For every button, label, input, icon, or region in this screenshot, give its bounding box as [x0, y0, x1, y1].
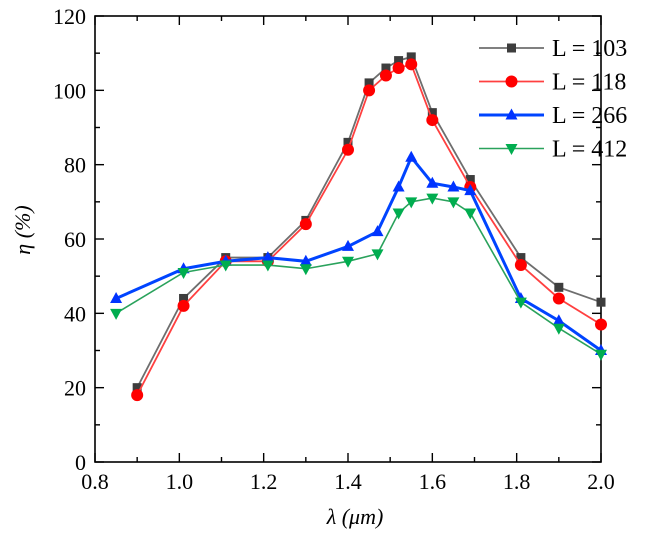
triangle-down-marker-icon: [299, 264, 312, 276]
square-marker-icon: [596, 297, 606, 307]
triangle-up-marker-icon: [447, 180, 460, 192]
y-axis-label: η (%): [10, 205, 35, 255]
legend-label: L = 118: [552, 70, 626, 96]
circle-marker-icon: [392, 62, 405, 75]
series-line: [136, 55, 602, 389]
y-tick-label: 40: [64, 301, 86, 326]
square-marker-icon: [381, 63, 391, 73]
circle-marker-icon: [405, 58, 418, 71]
series-line: [115, 197, 602, 355]
triangle-up-marker-icon: [505, 108, 518, 120]
tick-labels: 0.8 1.0 1.2 1.4 1.6 1.8 2.0 0 20 40 60 80 100 120: [53, 4, 615, 494]
series-L103: [132, 52, 606, 393]
series-L412: [110, 193, 607, 361]
triangle-down-marker-icon: [392, 208, 405, 220]
triangle-down-marker-icon: [405, 197, 418, 209]
x-tick-label: 1.4: [334, 469, 362, 494]
triangle-down-marker-icon: [177, 267, 190, 279]
series-L118: [131, 58, 607, 402]
triangle-up-marker-icon: [342, 239, 354, 251]
triangle-down-marker-icon: [595, 349, 607, 361]
triangle-up-marker-icon: [261, 251, 274, 263]
legend-label: L = 266: [552, 103, 627, 129]
square-marker-icon: [507, 43, 516, 53]
circle-marker-icon: [505, 75, 518, 88]
square-marker-icon: [179, 293, 189, 303]
y-tick-label: 60: [64, 227, 86, 252]
triangle-down-marker-icon: [342, 256, 354, 268]
square-marker-icon: [343, 137, 353, 147]
triangle-up-marker-icon: [464, 184, 477, 196]
x-tick-label: 0.8: [81, 469, 109, 494]
triangle-up-marker-icon: [110, 291, 123, 303]
circle-marker-icon: [595, 318, 607, 331]
legend-item: L = 118: [479, 70, 626, 96]
circle-marker-icon: [552, 292, 565, 305]
x-tick-label: 1.2: [250, 469, 278, 494]
triangle-down-marker-icon: [552, 323, 565, 335]
triangle-down-marker-icon: [371, 249, 384, 261]
circle-marker-icon: [379, 69, 392, 82]
square-marker-icon: [516, 253, 526, 263]
circle-marker-icon: [363, 84, 376, 97]
square-marker-icon: [427, 108, 437, 118]
x-tick-label: 1.6: [419, 469, 447, 494]
triangle-up-marker-icon: [405, 150, 418, 162]
square-marker-icon: [554, 282, 564, 292]
triangle-down-marker-icon: [505, 144, 518, 155]
series-line: [115, 154, 602, 352]
triangle-down-marker-icon: [219, 260, 232, 272]
triangle-down-marker-icon: [261, 260, 274, 272]
series-L266: [110, 150, 607, 355]
y-tick-label: 100: [53, 78, 86, 103]
y-tick-label: 0: [75, 450, 86, 475]
square-marker-icon: [465, 175, 475, 185]
triangle-up-marker-icon: [552, 314, 565, 326]
square-marker-icon: [406, 52, 416, 62]
legend-item: L = 266: [479, 103, 627, 129]
circle-marker-icon: [426, 114, 439, 127]
square-marker-icon: [394, 56, 404, 66]
y-tick-label: 80: [64, 153, 86, 178]
circle-marker-icon: [177, 299, 190, 312]
circle-marker-icon: [131, 389, 144, 402]
legend-item: L = 412: [479, 137, 627, 163]
triangle-down-marker-icon: [110, 308, 123, 320]
triangle-up-marker-icon: [371, 225, 384, 237]
x-tick-label: 2.0: [587, 469, 615, 494]
y-tick-label: 120: [53, 4, 86, 29]
square-marker-icon: [364, 78, 374, 88]
legend: L = 103 L = 118 L = 266 L = 412: [479, 36, 627, 163]
square-marker-icon: [132, 383, 142, 393]
triangle-up-marker-icon: [299, 254, 312, 266]
triangle-down-marker-icon: [464, 208, 477, 220]
legend-label: L = 103: [552, 36, 627, 62]
legend-label: L = 412: [552, 137, 627, 163]
triangle-up-marker-icon: [426, 176, 439, 188]
x-tick-label: 1.8: [503, 469, 531, 494]
axis-ticks: [94, 15, 602, 463]
circle-marker-icon: [514, 259, 527, 272]
x-tick-label: 1.0: [166, 469, 194, 494]
triangle-down-marker-icon: [426, 193, 439, 205]
y-tick-label: 20: [64, 376, 86, 401]
triangle-down-marker-icon: [447, 197, 460, 209]
circle-marker-icon: [342, 143, 354, 156]
plot-frame: [94, 15, 602, 463]
triangle-down-marker-icon: [514, 297, 527, 309]
legend-item: L = 103: [479, 36, 627, 62]
triangle-up-marker-icon: [392, 180, 405, 192]
x-axis-label: λ (μm): [326, 504, 384, 529]
circle-marker-icon: [299, 218, 312, 231]
